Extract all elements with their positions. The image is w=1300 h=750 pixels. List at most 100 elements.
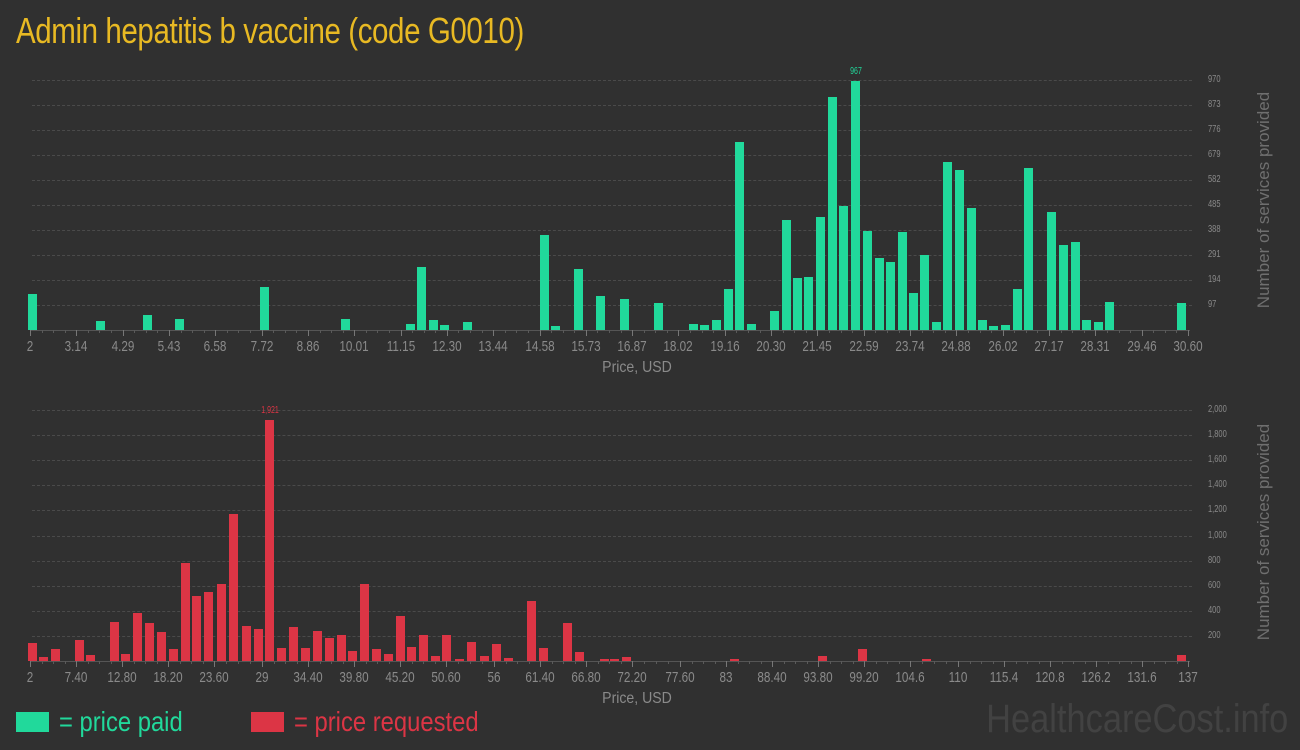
histogram-bar[interactable] bbox=[253, 628, 263, 661]
histogram-bar[interactable] bbox=[551, 326, 561, 330]
histogram-bar[interactable] bbox=[1012, 288, 1022, 330]
histogram-bar[interactable] bbox=[417, 266, 427, 330]
histogram-bar[interactable] bbox=[689, 323, 699, 330]
histogram-bar[interactable] bbox=[955, 170, 965, 330]
histogram-bar[interactable] bbox=[85, 655, 95, 661]
histogram-bar[interactable] bbox=[406, 323, 416, 330]
histogram-bar[interactable] bbox=[440, 324, 450, 330]
histogram-bar[interactable] bbox=[574, 652, 584, 661]
histogram-bar[interactable] bbox=[300, 647, 310, 661]
histogram-bar[interactable] bbox=[1176, 655, 1186, 661]
histogram-bar[interactable] bbox=[144, 623, 154, 661]
histogram-bar[interactable] bbox=[336, 635, 346, 661]
histogram-bar[interactable] bbox=[781, 220, 791, 330]
histogram-bar[interactable] bbox=[746, 324, 756, 330]
histogram-bar[interactable] bbox=[371, 649, 381, 661]
histogram-bar[interactable] bbox=[908, 293, 918, 330]
histogram-bar[interactable] bbox=[74, 640, 84, 661]
histogram-bar[interactable] bbox=[175, 319, 185, 330]
histogram-bar[interactable] bbox=[610, 659, 620, 661]
histogram-bar[interactable] bbox=[897, 232, 907, 330]
histogram-bar[interactable] bbox=[622, 657, 632, 661]
histogram-bar[interactable] bbox=[839, 206, 849, 330]
histogram-bar[interactable] bbox=[874, 258, 884, 330]
histogram-bar[interactable] bbox=[347, 650, 357, 661]
histogram-bar[interactable] bbox=[479, 655, 489, 661]
histogram-bar[interactable] bbox=[142, 314, 152, 330]
histogram-bar[interactable] bbox=[619, 299, 629, 330]
histogram-bar[interactable] bbox=[851, 80, 861, 330]
histogram-bar[interactable] bbox=[341, 319, 351, 330]
histogram-bar[interactable] bbox=[538, 648, 548, 661]
histogram-bar[interactable] bbox=[289, 627, 299, 661]
histogram-bar[interactable] bbox=[1058, 244, 1068, 330]
histogram-bar[interactable] bbox=[260, 287, 270, 330]
histogram-bar[interactable] bbox=[1082, 320, 1092, 330]
histogram-bar[interactable] bbox=[920, 254, 930, 330]
histogram-bar[interactable] bbox=[429, 320, 439, 330]
histogram-bar[interactable] bbox=[216, 583, 226, 661]
histogram-bar[interactable] bbox=[204, 591, 214, 661]
histogram-bar[interactable] bbox=[431, 655, 441, 661]
histogram-bar[interactable] bbox=[168, 649, 178, 661]
histogram-bar[interactable] bbox=[1001, 324, 1011, 330]
histogram-bar[interactable] bbox=[735, 141, 745, 330]
histogram-bar[interactable] bbox=[503, 658, 513, 661]
histogram-bar[interactable] bbox=[711, 319, 721, 330]
histogram-bar[interactable] bbox=[526, 600, 536, 661]
histogram-bar[interactable] bbox=[815, 216, 825, 330]
histogram-bar[interactable] bbox=[419, 634, 429, 661]
histogram-bar[interactable] bbox=[539, 234, 549, 330]
histogram-bar[interactable] bbox=[793, 278, 803, 330]
histogram-bar[interactable] bbox=[265, 419, 275, 661]
histogram-bar[interactable] bbox=[600, 659, 610, 661]
histogram-bar[interactable] bbox=[723, 288, 733, 330]
histogram-bar[interactable] bbox=[395, 615, 405, 661]
histogram-bar[interactable] bbox=[229, 514, 239, 661]
histogram-bar[interactable] bbox=[407, 647, 417, 661]
histogram-bar[interactable] bbox=[28, 642, 38, 661]
histogram-bar[interactable] bbox=[156, 632, 166, 661]
histogram-bar[interactable] bbox=[192, 595, 202, 661]
histogram-bar[interactable] bbox=[467, 642, 477, 661]
histogram-bar[interactable] bbox=[978, 320, 988, 330]
histogram-bar[interactable] bbox=[39, 656, 49, 661]
histogram-bar[interactable] bbox=[96, 320, 106, 330]
histogram-bar[interactable] bbox=[654, 302, 664, 330]
histogram-bar[interactable] bbox=[277, 647, 287, 661]
histogram-bar[interactable] bbox=[943, 161, 953, 330]
histogram-bar[interactable] bbox=[989, 326, 999, 330]
histogram-bar[interactable] bbox=[492, 644, 502, 661]
histogram-bar[interactable] bbox=[462, 322, 472, 330]
histogram-bar[interactable] bbox=[817, 656, 827, 661]
histogram-bar[interactable] bbox=[312, 630, 322, 661]
histogram-bar[interactable] bbox=[383, 654, 393, 661]
histogram-bar[interactable] bbox=[241, 625, 251, 661]
histogram-bar[interactable] bbox=[359, 583, 369, 661]
histogram-bar[interactable] bbox=[120, 654, 130, 661]
histogram-bar[interactable] bbox=[132, 613, 142, 661]
histogram-bar[interactable] bbox=[27, 293, 37, 330]
histogram-bar[interactable] bbox=[730, 659, 740, 661]
histogram-bar[interactable] bbox=[180, 563, 190, 661]
histogram-bar[interactable] bbox=[51, 649, 61, 661]
histogram-bar[interactable] bbox=[1024, 168, 1034, 330]
histogram-bar[interactable] bbox=[109, 622, 119, 661]
histogram-bar[interactable] bbox=[966, 208, 976, 330]
histogram-bar[interactable] bbox=[1105, 302, 1115, 330]
histogram-bar[interactable] bbox=[827, 96, 837, 330]
histogram-bar[interactable] bbox=[1177, 302, 1187, 330]
histogram-bar[interactable] bbox=[1046, 211, 1056, 330]
histogram-bar[interactable] bbox=[324, 638, 334, 661]
histogram-bar[interactable] bbox=[922, 659, 932, 661]
histogram-bar[interactable] bbox=[769, 310, 779, 330]
histogram-bar[interactable] bbox=[885, 261, 895, 330]
histogram-bar[interactable] bbox=[442, 634, 452, 661]
histogram-bar[interactable] bbox=[700, 324, 710, 330]
histogram-bar[interactable] bbox=[931, 321, 941, 330]
histogram-bar[interactable] bbox=[863, 230, 873, 330]
histogram-bar[interactable] bbox=[804, 277, 814, 330]
histogram-bar[interactable] bbox=[857, 648, 867, 661]
histogram-bar[interactable] bbox=[562, 622, 572, 661]
histogram-bar[interactable] bbox=[1070, 241, 1080, 330]
